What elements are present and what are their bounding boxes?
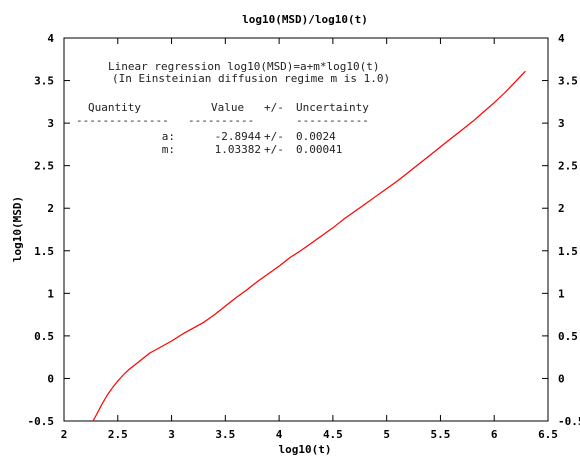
y-tick-label-right: -0.5	[558, 415, 580, 428]
y-tick-label-left: 3	[47, 117, 54, 130]
table-header-pm: +/-	[264, 101, 284, 114]
y-tick-label-right: 2.5	[558, 160, 578, 173]
y-tick-label-right: 1.5	[558, 245, 578, 258]
y-tick-label-left: -0.5	[28, 415, 55, 428]
y-tick-label-right: 0	[558, 372, 565, 385]
x-tick-label: 2	[61, 428, 68, 441]
x-tick-label: 4.5	[323, 428, 343, 441]
axis-ticks: 22.533.544.555.566.5-0.5-0.5000.50.5111.…	[28, 32, 580, 441]
table-rule-value: ----------	[188, 114, 254, 127]
x-tick-label: 3.5	[215, 428, 235, 441]
series-line-0	[92, 70, 526, 422]
regression-annotation: Linear regression log10(MSD)=a+m*log10(t…	[76, 60, 390, 156]
y-tick-label-left: 2	[47, 202, 54, 215]
x-tick-label: 5	[383, 428, 390, 441]
x-tick-label: 5.5	[431, 428, 451, 441]
y-tick-label-right: 3.5	[558, 75, 578, 88]
table-rule-quantity: --------------	[76, 114, 169, 127]
y-tick-label-left: 0.5	[34, 330, 54, 343]
annotation-line-1: Linear regression log10(MSD)=a+m*log10(t…	[108, 60, 380, 73]
x-tick-label: 2.5	[108, 428, 128, 441]
x-tick-label: 3	[168, 428, 175, 441]
y-tick-label-left: 2.5	[34, 160, 54, 173]
row-m-name: m:	[162, 143, 175, 156]
row-m-value: 1.03382	[215, 143, 261, 156]
x-axis-label: log10(t)	[279, 443, 332, 456]
table-header-uncertainty: Uncertainty	[296, 101, 369, 114]
row-m-pm: +/-	[264, 143, 284, 156]
row-a-value: -2.8944	[215, 130, 262, 143]
y-tick-label-left: 0	[47, 372, 54, 385]
table-rule-uncertainty: -----------	[296, 114, 369, 127]
y-tick-label-right: 3	[558, 117, 565, 130]
y-tick-label-right: 4	[558, 32, 565, 45]
y-tick-label-left: 3.5	[34, 75, 54, 88]
y-axis-label: log10(MSD)	[11, 196, 24, 262]
row-a-name: a:	[162, 130, 175, 143]
row-m-uncertainty: 0.00041	[296, 143, 342, 156]
plot-frame	[63, 37, 549, 422]
x-tick-label: 6	[491, 428, 498, 441]
annotation-line-2: (In Einsteinian diffusion regime m is 1.…	[112, 72, 390, 85]
y-tick-label-right: 2	[558, 202, 565, 215]
y-tick-label-right: 0.5	[558, 330, 578, 343]
y-tick-label-right: 1	[558, 287, 565, 300]
table-header-value: Value	[211, 101, 244, 114]
series-layer	[92, 70, 526, 422]
x-tick-label: 4	[276, 428, 283, 441]
row-a-uncertainty: 0.0024	[296, 130, 336, 143]
table-header-quantity: Quantity	[88, 101, 141, 114]
y-tick-label-left: 1.5	[34, 245, 54, 258]
y-tick-label-left: 1	[47, 287, 54, 300]
x-tick-label: 6.5	[538, 428, 558, 441]
chart-title: log10(MSD)/log10(t)	[242, 13, 368, 26]
row-a-pm: +/-	[264, 130, 284, 143]
y-tick-label-left: 4	[47, 32, 54, 45]
